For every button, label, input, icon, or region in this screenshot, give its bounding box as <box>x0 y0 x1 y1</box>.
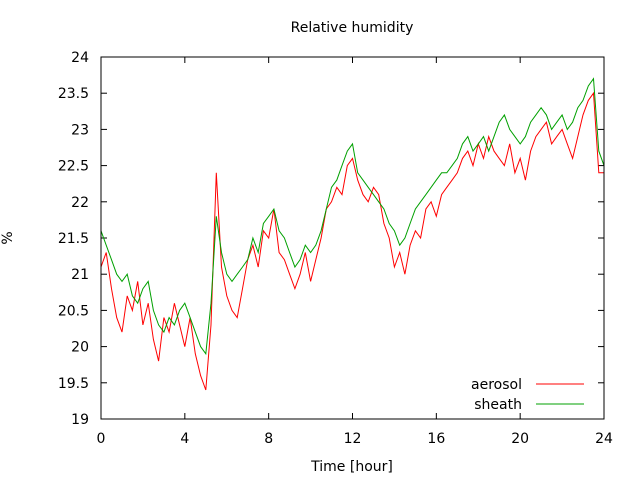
x-tick-label: 8 <box>264 431 273 447</box>
x-axis-label: Time [hour] <box>310 459 393 475</box>
legend-label-aerosol: aerosol <box>471 377 522 393</box>
y-tick-label: 19 <box>71 412 89 428</box>
x-tick-label: 16 <box>427 431 445 447</box>
legend-label-sheath: sheath <box>474 397 522 413</box>
y-tick-label: 19.5 <box>58 376 89 392</box>
x-tick-label: 4 <box>180 431 189 447</box>
plot-frame <box>100 56 605 420</box>
x-tick-label: 24 <box>595 431 613 447</box>
y-tick-label: 23.5 <box>58 86 89 102</box>
y-tick-label: 21.5 <box>58 231 89 247</box>
chart-title: Relative humidity <box>291 20 414 36</box>
y-tick-label: 20.5 <box>58 303 89 319</box>
series-line-aerosol <box>100 91 604 391</box>
y-tick-label: 22.5 <box>58 159 89 175</box>
y-axis-label: % <box>0 231 16 244</box>
y-tick-label: 20 <box>71 340 89 356</box>
y-tick-label: 22 <box>71 195 89 211</box>
y-tick-label: 23 <box>71 122 89 138</box>
y-tick-label: 21 <box>71 267 89 283</box>
x-tick-label: 12 <box>344 431 362 447</box>
x-tick-label: 0 <box>97 431 106 447</box>
axis-ticks: 0 4 8 12 16 20 24 19 19.5 20 20.5 21 21.5 22 22.5 23 23.… <box>58 50 613 447</box>
series-line-sheath <box>100 77 605 356</box>
series-lines <box>100 77 605 391</box>
y-tick-label: 24 <box>71 50 89 66</box>
legend: aerosol sheath <box>471 377 584 413</box>
x-tick-label: 20 <box>511 431 529 447</box>
